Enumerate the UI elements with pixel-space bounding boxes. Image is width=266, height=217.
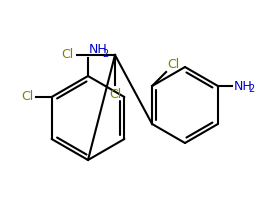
Text: Cl: Cl <box>167 58 179 71</box>
Text: Cl: Cl <box>109 88 121 101</box>
Text: Cl: Cl <box>21 90 34 104</box>
Text: Cl: Cl <box>62 49 74 61</box>
Text: 2: 2 <box>248 84 254 94</box>
Text: NH: NH <box>234 79 253 92</box>
Text: NH: NH <box>89 43 108 56</box>
Text: 2: 2 <box>102 49 108 59</box>
